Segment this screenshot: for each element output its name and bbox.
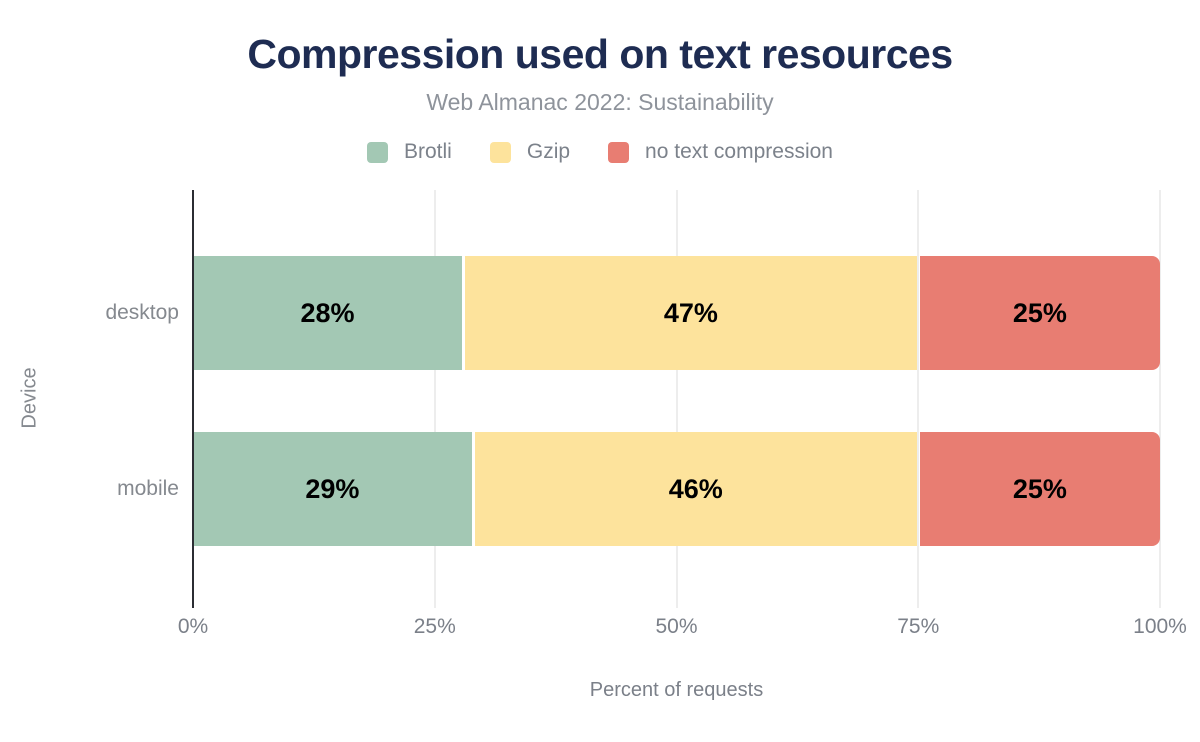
plot-area: desktop 28% 47% 25% mobile 29% 46% 25% xyxy=(105,190,1161,608)
gridline-50 xyxy=(675,190,678,608)
y-axis-line xyxy=(192,190,194,608)
bar-segment-desktop-brotli[interactable]: 28% xyxy=(193,256,463,370)
bar-row-desktop: desktop 28% 47% 25% xyxy=(105,256,1160,370)
bar-segment-desktop-no-text-compression[interactable]: 25% xyxy=(919,256,1160,370)
bar-segment-mobile-no-text-compression[interactable]: 25% xyxy=(919,432,1160,546)
bar-row-mobile: mobile 29% 46% 25% xyxy=(117,432,1160,546)
gridline-100 xyxy=(1159,190,1161,608)
category-label-desktop: desktop xyxy=(105,301,179,324)
gridline-25 xyxy=(433,190,436,608)
bar-value-label: 25% xyxy=(1012,473,1067,504)
x-tick-label-25: 25% xyxy=(413,615,456,638)
chart-title: Compression used on text resources xyxy=(247,31,953,77)
gridline-75 xyxy=(917,190,920,608)
y-axis-title: Device xyxy=(18,367,41,429)
bar-value-label: 47% xyxy=(663,297,718,328)
bar-segment-mobile-brotli[interactable]: 29% xyxy=(193,432,472,546)
legend-item-brotli[interactable]: Brotli xyxy=(367,140,452,164)
bar-value-label: 25% xyxy=(1012,297,1067,328)
legend-item-no-text-compression[interactable]: no text compression xyxy=(608,140,833,164)
chart-subtitle: Web Almanac 2022: Sustainability xyxy=(426,89,774,115)
x-tick-label-100: 100% xyxy=(1133,615,1187,638)
x-tick-label-0: 0% xyxy=(177,615,209,638)
legend-label: Brotli xyxy=(404,140,452,163)
x-tick-label-75: 75% xyxy=(897,615,940,638)
legend-label: Gzip xyxy=(526,140,571,163)
legend: Brotli Gzip no text compression xyxy=(0,140,1200,164)
bar-value-label: 28% xyxy=(300,297,355,328)
bar-value-label: 29% xyxy=(305,473,360,504)
legend-swatch-icon xyxy=(608,141,630,163)
bar-segment-mobile-gzip[interactable]: 46% xyxy=(474,432,917,546)
bar-segment-desktop-gzip[interactable]: 47% xyxy=(465,256,917,370)
bar-value-label: 46% xyxy=(668,473,723,504)
category-label-mobile: mobile xyxy=(117,477,179,500)
x-tick-label-50: 50% xyxy=(655,615,698,638)
legend-swatch-icon xyxy=(489,141,511,163)
x-axis-title: Percent of requests xyxy=(589,679,764,701)
legend-item-gzip[interactable]: Gzip xyxy=(489,140,571,164)
legend-label: no text compression xyxy=(645,140,833,163)
legend-swatch-icon xyxy=(367,141,388,163)
